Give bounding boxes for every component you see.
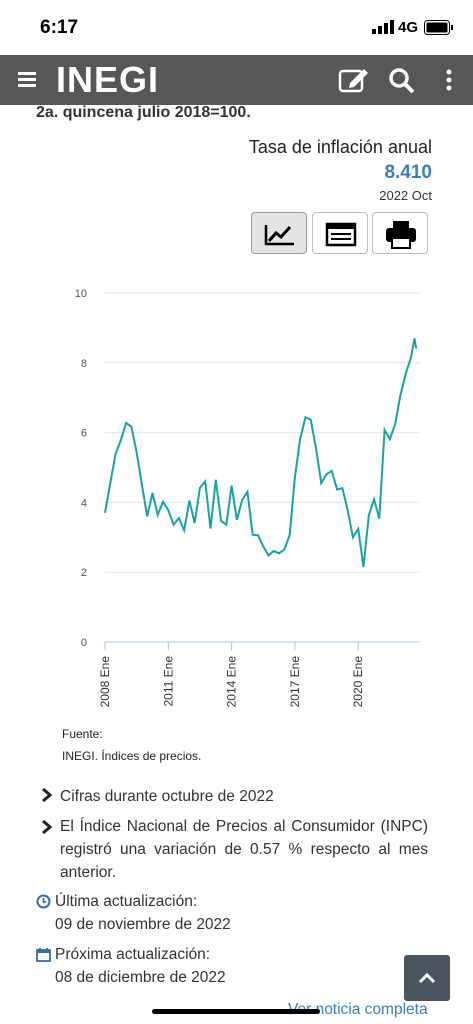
- network: 4G: [398, 19, 419, 36]
- line-series: [104, 338, 418, 568]
- chart: 0 2 4 6 8 10 2008 Ene 2011 Ene 2014 Ene 2017 Ene 2…: [75, 288, 420, 708]
- calendar-icon: [36, 948, 51, 962]
- y-tick-label: 2: [81, 567, 87, 579]
- bullet-text: El Índice Nacional de Precios al Consumi…: [60, 818, 428, 881]
- x-tick-label: 2008 Ene: [98, 656, 112, 708]
- back-to-top-button[interactable]: [404, 955, 450, 1001]
- x-tick-label: 2011 Ene: [161, 656, 175, 707]
- clock-icon: [36, 894, 51, 909]
- last-update-date: 09 de noviembre de 2022: [55, 916, 231, 933]
- chevron-icon: [42, 820, 53, 834]
- y-tick-label: 10: [75, 288, 87, 300]
- x-tick-label: 2017 Ene: [288, 656, 302, 708]
- battery-icon: [424, 20, 454, 41]
- header: INEGI: [0, 55, 473, 105]
- y-tick-label: 6: [81, 428, 87, 440]
- indicator-period: 2022 Oct: [379, 188, 432, 203]
- last-update-label: Última actualización:: [55, 893, 198, 910]
- indicator-value: 8.410: [384, 162, 432, 183]
- print-button[interactable]: [372, 212, 428, 254]
- subtitle: 2a. quincena julio 2018=100.: [36, 104, 251, 121]
- signal-icon: [372, 20, 396, 34]
- more-button[interactable]: [446, 69, 452, 91]
- source-text: INEGI. Índices de precios.: [62, 749, 202, 763]
- y-tick-label: 8: [81, 358, 87, 370]
- source-label: Fuente:: [62, 727, 103, 741]
- news-link[interactable]: Ver noticia completa: [288, 1001, 428, 1018]
- x-tick-label: 2020 Ene: [351, 656, 365, 708]
- menu-button[interactable]: [18, 71, 38, 89]
- next-update-label: Próxima actualización:: [55, 946, 211, 963]
- y-tick-label: 4: [81, 497, 87, 509]
- search-button[interactable]: [388, 67, 416, 95]
- x-tick-label: 2014 Ene: [225, 656, 239, 708]
- next-update-date: 08 de diciembre de 2022: [55, 969, 226, 986]
- table-view-button[interactable]: [312, 212, 368, 254]
- time: 6:17: [40, 17, 79, 38]
- logo[interactable]: INEGI: [56, 59, 160, 100]
- edit-button[interactable]: [338, 67, 370, 93]
- y-tick-label: 0: [81, 637, 87, 649]
- home-indicator: [152, 1009, 320, 1014]
- chart-view-button[interactable]: [251, 212, 307, 254]
- indicator-title: Tasa de inflación anual: [248, 137, 432, 157]
- chevron-icon: [42, 788, 53, 802]
- bullet-text: Cifras durante octubre de 2022: [60, 788, 274, 805]
